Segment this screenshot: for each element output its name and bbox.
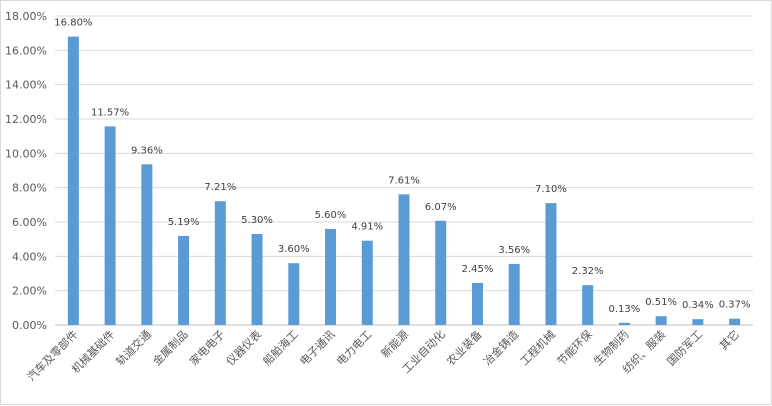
data-label: 0.51% [645,297,677,308]
bar [251,234,263,325]
data-label: 4.91% [351,222,383,233]
y-tick-label: 0.00% [12,319,47,332]
category-label: 船舶海工 [260,327,301,368]
category-label: 金属制品 [150,327,191,368]
category-label: 电力电工 [334,328,374,368]
y-tick-label: 12.00% [5,113,47,126]
y-tick-label: 2.00% [12,285,47,298]
category-label: 新能源 [378,327,411,360]
data-label: 7.10% [535,184,567,195]
bar [692,319,704,325]
y-tick-label: 16.00% [5,44,47,57]
y-tick-label: 14.00% [5,79,47,92]
y-tick-label: 6.00% [12,216,47,229]
bar [104,126,116,325]
y-axis-ticks: 0.00% 2.00% 4.00% 6.00% 8.00% 10.00% 12.00% 14.… [5,10,47,332]
data-label: 0.34% [682,300,714,311]
bar [435,220,447,325]
data-label: 5.30% [241,215,273,226]
data-label: 2.32% [572,266,604,277]
data-label: 11.57% [91,107,129,118]
y-tick-label: 18.00% [5,10,47,23]
data-label: 0.37% [719,300,751,311]
category-label: 家电电子 [186,327,227,368]
bar [618,322,630,325]
category-label: 节能环保 [554,327,595,368]
category-label: 其它 [716,327,741,352]
data-label: 5.60% [315,210,347,221]
data-label: 3.60% [278,244,310,255]
bar [325,228,337,325]
category-label: 冶金铸造 [480,327,521,368]
category-label: 工程机械 [517,327,558,368]
data-label: 3.56% [498,245,530,256]
bar [67,36,79,325]
data-label: 7.21% [204,182,236,193]
data-label: 7.61% [388,175,420,186]
bar [214,201,226,325]
category-label: 农业装备 [444,327,485,368]
category-label: 仪器仪表 [223,327,264,368]
gridlines [55,15,753,326]
bar [582,285,594,325]
y-tick-label: 10.00% [5,147,47,160]
bar [471,282,483,325]
data-label: 2.45% [462,264,494,275]
data-labels: 16.80% 11.57% 9.36% 5.19% 7.21% 5.30% 3.60% 5.6… [54,18,750,315]
data-label: 16.80% [54,18,92,29]
category-label: 电子通讯 [297,328,337,368]
bar [545,203,557,325]
bar [655,316,667,325]
data-label: 6.07% [425,202,457,213]
category-label: 汽车及零部件 [24,327,81,384]
category-label: 轨道交通 [113,327,154,368]
bar [288,263,300,325]
category-label: 国防军工 [664,327,705,368]
bar [141,164,153,325]
bar [178,235,190,325]
bar [729,318,741,325]
data-label: 0.13% [609,304,641,315]
y-tick-label: 8.00% [12,182,47,195]
x-axis-categories: 汽车及零部件机械基础件轨道交通金属制品家电电子仪器仪表船舶海工电子通讯电力电工新… [24,327,742,384]
bars [67,36,741,325]
bar [361,240,373,325]
y-tick-label: 4.00% [12,250,47,263]
data-label: 9.36% [131,145,163,156]
data-label: 5.19% [168,217,200,228]
bar [398,194,410,325]
bar [508,263,520,325]
